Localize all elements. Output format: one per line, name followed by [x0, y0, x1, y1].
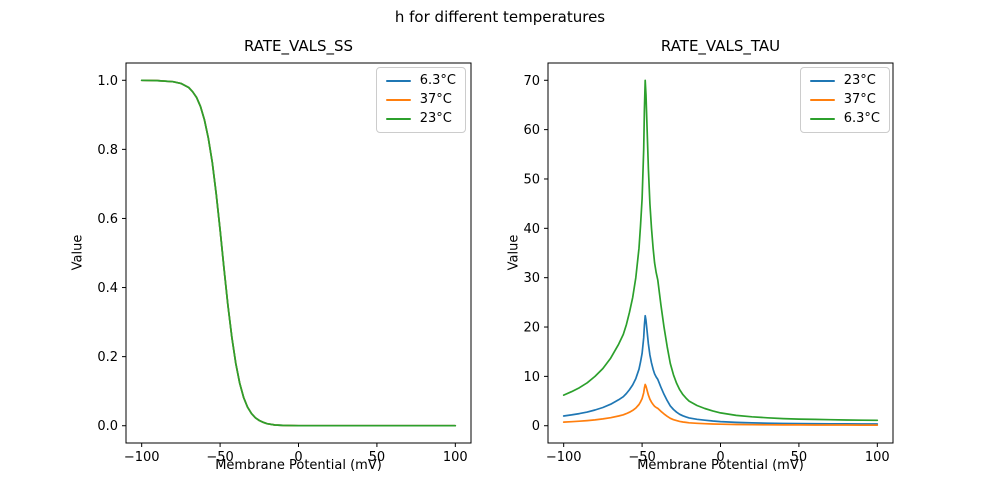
legend-line-sample: [809, 79, 835, 83]
y-tick-label: 0: [532, 419, 540, 434]
x-tick-label: 100: [443, 450, 468, 465]
legend-label: 6.3°C: [419, 73, 456, 88]
y-tick-label: 0.6: [97, 212, 118, 227]
subplot-RATE_VALS_SS: −100 −50 0 50 100 0.0 0.2 0.4 0.6 0.8 1.0: [97, 62, 472, 465]
x-tick-label: 0: [716, 450, 724, 465]
series-line-23°C: [562, 314, 879, 425]
y-tick-label: 1.0: [97, 74, 118, 89]
y-tick-label: 50: [523, 172, 540, 187]
legend-line-sample: [809, 98, 835, 102]
legend-entry: 23°C: [385, 111, 456, 126]
x-tick-label: 50: [791, 450, 808, 465]
x-axis-label-ss: Membrane Potential (mV): [215, 458, 382, 473]
y-tick-label: 20: [523, 321, 540, 336]
y-tick-label: 70: [523, 74, 540, 89]
legend-line-sample: [385, 79, 411, 83]
series-line-23°C: [140, 79, 457, 427]
legend-label: 23°C: [843, 73, 876, 88]
x-tick-label: 0: [294, 450, 302, 465]
figure-title: h for different temperatures: [394, 8, 606, 26]
legend-entry: 37°C: [809, 92, 880, 107]
y-tick-label: 0.4: [97, 281, 118, 296]
axes-spines: [125, 62, 472, 444]
x-tick-label: −100: [546, 450, 582, 465]
legend-label: 6.3°C: [843, 111, 880, 126]
y-tick-label: 40: [523, 222, 540, 237]
legend-label: 37°C: [843, 92, 876, 107]
legend-label: 37°C: [419, 92, 452, 107]
y-tick-label: 30: [523, 271, 540, 286]
series-line-37°C: [562, 383, 879, 426]
series-line-6.3°C: [562, 79, 879, 422]
legend-line-sample: [385, 117, 411, 121]
legend-entry: 23°C: [809, 73, 880, 88]
x-tick-label: 100: [865, 450, 890, 465]
y-tick-label: 60: [523, 123, 540, 138]
legend-entry: 6.3°C: [809, 111, 880, 126]
y-axis-label-ss: Value: [70, 234, 86, 271]
subplot-RATE_VALS_TAU: −100 −50 0 50 100 0 10 20 30 40 50 60 70: [523, 62, 894, 465]
y-tick-label: 10: [523, 370, 540, 385]
x-tick-label: −50: [628, 450, 655, 465]
x-tick-label: 50: [369, 450, 386, 465]
subplot-ss-title: RATE_VALS_SS: [243, 37, 354, 55]
axes-spines: [547, 62, 894, 444]
y-tick-label: 0.8: [97, 143, 118, 158]
x-axis-label-tau: Membrane Potential (mV): [637, 458, 804, 473]
legend-line-sample: [385, 98, 411, 102]
y-tick-label: 0.0: [97, 419, 118, 434]
legend-label: 23°C: [419, 111, 452, 126]
subplot-tau-title: RATE_VALS_TAU: [660, 37, 781, 55]
legend-ss: 6.3°C 37°C 23°C: [375, 67, 466, 133]
x-tick-label: −50: [206, 450, 233, 465]
legend-entry: 37°C: [385, 92, 456, 107]
legend-tau: 23°C 37°C 6.3°C: [799, 67, 890, 133]
y-axis-label-tau: Value: [506, 234, 522, 271]
legend-entry: 6.3°C: [385, 73, 456, 88]
y-tick-label: 0.2: [97, 350, 118, 365]
x-tick-label: −100: [124, 450, 160, 465]
legend-line-sample: [809, 117, 835, 121]
